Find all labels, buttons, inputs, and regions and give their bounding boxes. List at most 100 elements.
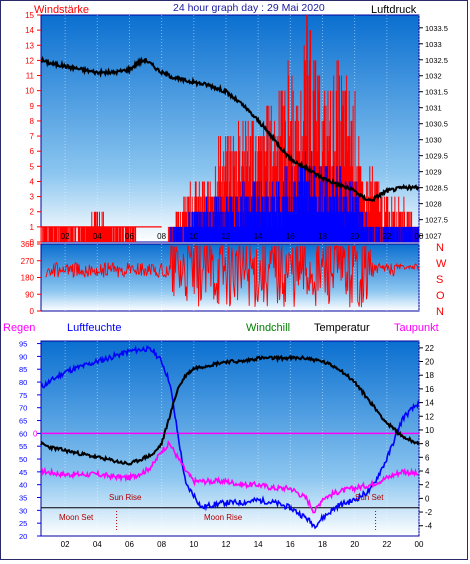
x-tick-label: 08 [157, 540, 166, 549]
y-tick-label: 1028.5 [425, 184, 448, 193]
pressure-line [40, 55, 420, 202]
y-tick-label: 4 [425, 467, 430, 476]
rain-zero-label: 0 [33, 429, 38, 438]
y-tick-label: 8 [425, 440, 430, 449]
y-tick-label: 1029 [425, 168, 442, 177]
compass-label: N [436, 242, 444, 254]
y-tick-label: 12 [425, 412, 434, 421]
y-tick-label: 4 [30, 177, 35, 186]
x-tick-label: 18 [318, 232, 327, 241]
y-tick-label: 0 [425, 494, 430, 503]
compass-label: W [436, 258, 447, 270]
y-tick-label: 7 [30, 132, 35, 141]
sun-moon-annotations [41, 432, 419, 531]
wind-strength-label: Windstärke [34, 4, 89, 16]
y-tick-label: 1029.5 [425, 152, 448, 161]
x-tick-label: 16 [286, 232, 295, 241]
compass-label: N [436, 306, 444, 318]
x-tick-label: 20 [350, 540, 359, 549]
y-tick-label: 80 [19, 378, 27, 387]
y-tick-label: 0 [30, 238, 35, 247]
sun-set-label: Sun Set [355, 493, 384, 502]
y-tick-label: 9 [30, 102, 35, 111]
dewpoint-series [41, 440, 419, 514]
pressure-series [40, 55, 420, 202]
x-tick-label: 14 [254, 540, 263, 549]
y-tick-label: 1027 [425, 232, 442, 241]
y-tick-label: 8 [30, 117, 35, 126]
y-tick-label: 16 [425, 385, 434, 394]
x-tick-label: 14 [254, 232, 263, 241]
x-tick-label: 22 [382, 540, 391, 549]
y-tick-label: 6 [425, 453, 430, 462]
y-tick-label: 6 [30, 147, 35, 156]
y-tick-label: -2 [425, 508, 433, 517]
wind-direction-degree-axis: 0 90 180 270 360 [21, 240, 41, 316]
y-tick-label: 12 [25, 56, 34, 65]
y-tick-label: 1031.5 [425, 88, 448, 97]
x-tick-label: 20 [350, 232, 359, 241]
y-tick-label: 90 [19, 352, 27, 361]
x-tick-label: 08 [157, 232, 166, 241]
wind-direction-series [45, 244, 420, 308]
temperature-label: Temperatur [314, 322, 370, 334]
y-tick-label: 1 [30, 223, 35, 232]
x-tick-label: 16 [286, 540, 295, 549]
x-tick-label: 12 [222, 232, 231, 241]
y-tick-label: 55 [19, 442, 27, 451]
y-tick-label: 10 [25, 87, 34, 96]
x-tick-label: 00 [415, 540, 424, 549]
hour-axis-bottom: 02 04 06 08 10 12 14 16 18 20 22 00 [61, 540, 424, 549]
y-tick-label: 13 [25, 41, 34, 50]
moon-set-label: Moon Set [59, 513, 94, 522]
temperature-line [40, 354, 420, 466]
y-tick-label: 90 [25, 290, 34, 299]
y-tick-label: 14 [425, 399, 434, 408]
y-tick-label: 20 [19, 532, 27, 541]
y-tick-label: 180 [21, 274, 35, 283]
x-tick-label: 10 [189, 540, 198, 549]
y-tick-label: 1033 [425, 40, 442, 49]
y-tick-label: 5 [30, 162, 35, 171]
y-tick-label: 14 [25, 26, 34, 35]
y-tick-label: 50 [19, 455, 27, 464]
wind-speed-bars [169, 151, 419, 242]
y-tick-label: 1028 [425, 200, 442, 209]
y-tick-label: -4 [425, 522, 433, 531]
wind-speed-series [169, 151, 419, 242]
wind-direction-line [45, 244, 420, 308]
x-tick-label: 06 [125, 232, 134, 241]
compass-label: O [436, 290, 445, 302]
y-tick-label: 75 [19, 391, 27, 400]
y-tick-label: 11 [26, 72, 35, 81]
x-tick-label: 04 [93, 540, 102, 549]
pressure-axis: 1027 1027.5 1028 1028.5 1029 1029.5 1030 1030.5… [419, 24, 448, 241]
pressure-label: Luftdruck [371, 4, 417, 16]
y-tick-label: 2 [425, 481, 430, 490]
dewpoint-line [41, 440, 419, 514]
humidity-series [40, 345, 420, 530]
sun-rise-label: Sun Rise [109, 493, 142, 502]
hour-axis-top: 02 04 06 08 10 12 14 16 18 20 22 00 [61, 232, 424, 241]
y-tick-label: 85 [19, 365, 27, 374]
y-tick-label: 0 [30, 307, 35, 316]
y-tick-label: 1033.5 [425, 24, 448, 33]
y-tick-label: 1030 [425, 136, 442, 145]
x-tick-label: 18 [318, 540, 327, 549]
y-tick-label: 25 [19, 519, 27, 528]
humidity-line [40, 345, 420, 530]
y-tick-label: 60 [19, 429, 27, 438]
x-tick-label: 00 [415, 232, 424, 241]
y-tick-label: 3 [30, 193, 35, 202]
humidity-axis: 20 25 30 35 40 45 50 55 60 65 70 75 80 85 90 95 [19, 340, 41, 541]
y-tick-label: 15 [25, 11, 34, 20]
x-tick-label: 10 [189, 232, 198, 241]
humidity-label: Luftfeuchte [67, 322, 121, 334]
y-tick-label: 1030.5 [425, 120, 448, 129]
temperature-humidity-grid [64, 341, 420, 536]
y-tick-label: 30 [19, 506, 27, 515]
